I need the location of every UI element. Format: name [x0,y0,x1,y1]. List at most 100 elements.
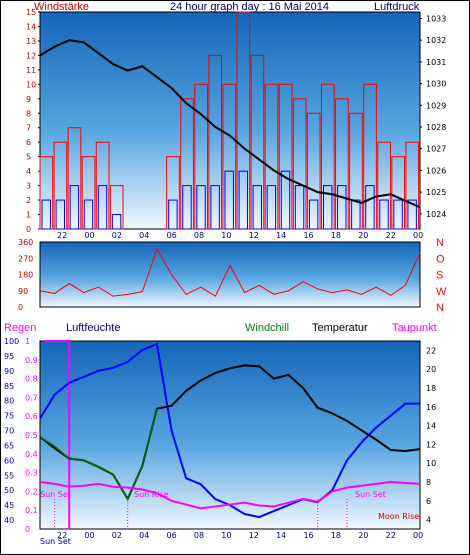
x-tick-label: 00 [84,231,94,240]
x-tick-label: 06 [167,531,177,540]
humidity-y-tick-label: 90 [4,367,14,376]
wind-avg-bar [97,185,108,230]
wind-avg-bar [83,199,94,230]
temperature-y-tick-label: 8 [426,478,431,487]
rain-label: Regen [4,322,36,334]
temperature-y-tick-label: 4 [426,516,431,525]
wind-y-tick-label: 2 [26,196,31,205]
wind-y-tick-label: 8 [26,109,31,118]
rain-y-tick-label: 0.4 [25,450,38,459]
x-tick-label: 20 [358,231,368,240]
temperature-y-tick-label: 22 [426,346,436,355]
direction-y-tick-label: 360 [18,238,33,247]
direction-y-tick-label: 0 [18,303,23,312]
compass-label: N [436,302,444,314]
pressure-y-tick-label: 1026 [426,166,446,175]
humidity-y-tick-label: 85 [4,382,14,391]
x-tick-label: 10 [221,531,231,540]
x-tick-label: 06 [167,231,177,240]
x-tick-label: 04 [139,531,149,540]
rain-series-line [44,340,71,529]
wind-y-tick-label: 1 [26,211,31,220]
wind-y-tick-label: 5 [26,153,31,162]
windchill-label: Windchill [245,322,289,334]
wind-avg-bar [393,199,403,230]
moon-rise-annotation: Moon Rise [378,512,419,521]
wind-y-tick-label: 6 [26,138,31,147]
wind-direction-plot-area [39,241,421,308]
temperature-y-tick-label: 16 [426,403,436,412]
rain-y-tick-label: 0.1 [25,506,38,515]
wind-avg-bar [111,214,122,230]
x-tick-label: 02 [112,531,122,540]
x-tick-label: 16 [303,231,313,240]
wind-avg-bar [322,185,333,230]
wind-avg-bar [55,199,66,230]
wind-avg-bar [280,170,291,230]
dewpoint-series-line [39,480,421,510]
pressure-label: Luftdruck [374,1,420,13]
x-tick-label: 10 [221,231,231,240]
wind-y-tick-label: 10 [26,80,36,89]
wind-strength-label: Windstärke [34,1,89,13]
x-tick-label: 16 [303,531,313,540]
x-tick-label: 04 [139,231,149,240]
wind-avg-bar [379,199,389,230]
wind-avg-bar [182,185,192,230]
pressure-y-tick-label: 1032 [426,36,446,45]
wind-avg-bar [337,185,347,230]
wind-y-tick-label: 7 [26,124,31,133]
wind-avg-bar [351,199,361,230]
windchill-series-line [39,408,158,501]
wind-y-tick-label: 0 [26,225,31,234]
x-tick-label: 20 [358,531,368,540]
x-tick-label: 14 [276,531,286,540]
x-tick-label: 22 [386,531,396,540]
x-tick-label: 08 [194,531,204,540]
pressure-y-tick-label: 1033 [426,15,446,24]
wind-avg-bar [308,199,319,230]
temperature-y-tick-label: 12 [426,440,436,449]
pressure-y-tick-label: 1030 [426,80,446,89]
pressure-y-tick-label: 1025 [426,188,446,197]
wind-direction-series-line [39,248,421,297]
rain-y-tick-label: 1 [25,337,30,346]
direction-y-tick-label: 90 [18,287,28,296]
rain-y-tick-label: 0.6 [25,412,38,421]
wind-y-tick-label: 11 [26,66,36,75]
x-tick-label: 02 [112,231,122,240]
dewpoint-label: Taupunkt [392,322,437,334]
x-tick-label: 22 [386,231,396,240]
x-tick-label: 12 [249,531,259,540]
humidity-y-tick-label: 40 [4,516,14,525]
pressure-y-tick-label: 1027 [426,145,446,154]
wind-pressure-plot-area [39,11,421,230]
rain-y-tick-label: 0.5 [25,431,38,440]
compass-label: N [436,237,444,249]
rain-y-tick-label: 0 [25,525,30,534]
temperature-y-tick-label: 14 [426,422,436,431]
wind-avg-bar [365,185,375,230]
direction-y-tick-label: 270 [18,254,33,263]
sun-set-axis-annotation: Sun Set [40,537,71,546]
temperature-label: Temperatur [312,322,368,334]
temperature-y-tick-label: 18 [426,384,436,393]
pressure-y-tick-label: 1028 [426,123,446,132]
wind-y-tick-label: 12 [26,51,36,60]
graph-title: 24 hour graph day : 16 Mai 2014 [170,1,329,13]
wind-avg-bar [224,170,234,230]
x-tick-label: 14 [276,231,286,240]
humidity-y-tick-label: 95 [4,352,14,361]
x-tick-label: 00 [413,531,423,540]
humidity-temperature-plot-area [39,340,421,530]
humidity-y-tick-label: 75 [4,412,14,421]
pressure-y-tick-label: 1031 [426,58,446,67]
rain-y-tick-label: 0.8 [25,375,38,384]
wind-avg-bar [238,170,248,230]
wind-y-tick-label: 15 [26,8,36,17]
rain-y-tick-label: 0.7 [25,393,38,402]
wind-avg-bar [210,185,220,230]
wind-avg-bar [196,185,206,230]
x-tick-label: 22 [57,531,67,540]
temperature-y-tick-label: 10 [426,459,436,468]
